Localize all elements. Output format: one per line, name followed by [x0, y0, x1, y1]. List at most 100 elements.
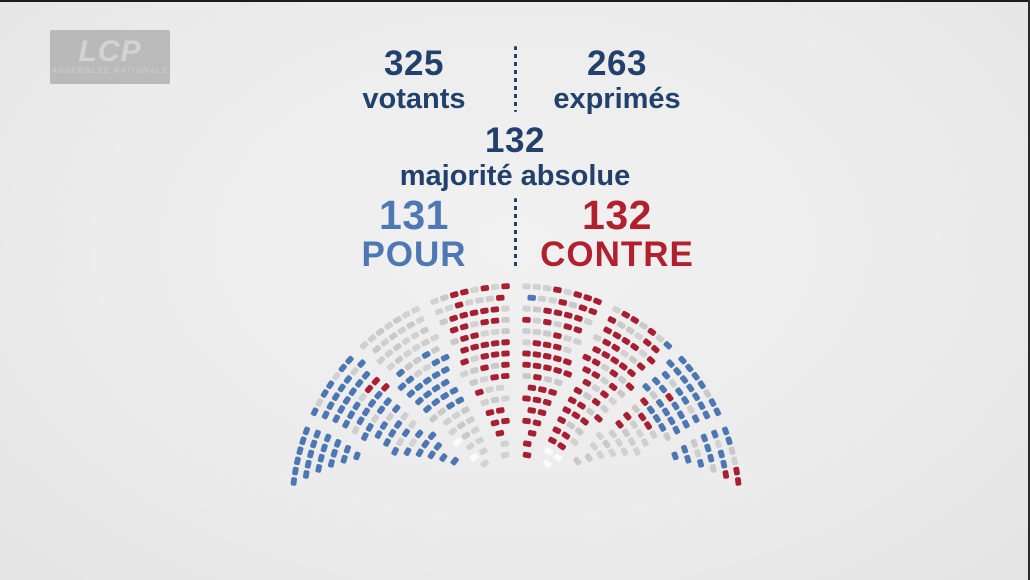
seat-contre: [532, 340, 542, 347]
seat-gray: [459, 370, 469, 378]
seat-pour: [440, 353, 450, 362]
seat-contre: [533, 374, 542, 381]
seat-pour: [361, 371, 371, 380]
seat-contre: [553, 309, 563, 317]
pour-value: 131: [379, 192, 449, 238]
seat-contre: [627, 368, 636, 378]
seat-contre: [542, 398, 552, 406]
seat-gray: [396, 437, 405, 447]
seat-gray: [351, 425, 360, 435]
seat-gray: [413, 369, 423, 378]
seat-contre: [459, 288, 469, 296]
seat-gray: [429, 414, 438, 423]
seat-gray: [620, 349, 629, 358]
seat-contre: [553, 355, 562, 363]
seat-contre: [552, 426, 562, 435]
majorite-value: 132: [485, 121, 545, 160]
seat-pour: [392, 404, 401, 413]
seat-pour: [673, 367, 682, 376]
seat-pour: [450, 456, 459, 466]
seat-gray: [392, 316, 402, 324]
seat-pour: [397, 382, 407, 391]
seat-pour: [684, 454, 692, 464]
seat-gray: [404, 362, 414, 371]
seat-gray: [522, 372, 531, 380]
seat-contre: [501, 372, 510, 380]
seat-contre: [501, 283, 510, 290]
seat-gray: [649, 390, 658, 400]
seat-gray: [358, 392, 367, 402]
seat-contre: [594, 414, 603, 423]
seat-contre: [449, 291, 459, 299]
seat-contre: [501, 339, 510, 346]
lcp-logo-subtitle: ASSEMBLEE NATIONALE: [51, 66, 169, 75]
seat-gray: [490, 396, 500, 404]
seat-pour: [439, 453, 448, 462]
seat-gray: [616, 389, 626, 398]
seat-gray: [469, 378, 479, 386]
seat-contre: [490, 340, 500, 347]
seat-pour: [646, 405, 655, 415]
seat-gray: [655, 334, 665, 343]
seat-pour: [658, 384, 668, 394]
seat-gray: [400, 411, 409, 421]
seat-contre: [532, 362, 542, 370]
seat-pour: [310, 439, 318, 449]
seat-gray: [639, 321, 648, 330]
seat-pour: [433, 442, 442, 451]
seat-contre: [582, 378, 592, 387]
video-top-edge: [0, 0, 1030, 2]
seat-gray: [627, 437, 636, 447]
seat-contre: [552, 343, 562, 351]
seat-contre: [625, 382, 635, 391]
seat-pour: [304, 459, 312, 469]
seat-contre: [548, 436, 557, 445]
seat-pour: [440, 378, 450, 387]
seat-pour: [681, 396, 690, 405]
seat-pour: [394, 420, 403, 429]
seat-gray: [460, 406, 470, 414]
seat-contre: [612, 331, 622, 340]
seat-gray: [633, 446, 641, 456]
seat-empty: [469, 453, 479, 462]
seat-pour: [334, 438, 342, 448]
seat-pour: [388, 428, 397, 438]
seat-gray: [566, 421, 576, 430]
seat-gray: [731, 456, 738, 466]
seat-gray: [563, 346, 572, 354]
seat-contre: [454, 301, 464, 309]
seat-gray: [592, 334, 602, 342]
seat-pour: [362, 407, 370, 417]
seat-gray: [444, 304, 454, 312]
seat-pour: [422, 376, 432, 385]
seat-gray: [563, 334, 572, 342]
seat-gray: [573, 338, 582, 346]
seat-pour: [667, 416, 676, 426]
seat-gray: [532, 283, 542, 291]
seat-pour: [700, 433, 708, 443]
seat-contre: [490, 351, 500, 358]
seat-gray: [480, 330, 490, 337]
seat-contre: [480, 307, 489, 315]
seat-gray: [332, 371, 341, 381]
seat-contre: [543, 318, 552, 326]
seat-pour: [367, 399, 377, 408]
seat-contre: [532, 419, 542, 427]
seat-gray: [625, 326, 635, 335]
seat-pour: [651, 376, 661, 386]
seat-gray: [553, 320, 562, 328]
seat-gray: [490, 283, 500, 291]
seat-contre: [522, 361, 531, 368]
seat-contre: [460, 346, 469, 354]
seat-gray: [694, 448, 702, 458]
seat-contre: [557, 442, 566, 451]
seat-contre: [608, 382, 618, 391]
seat-contre: [591, 358, 601, 367]
seat-contre: [588, 307, 598, 316]
pour-label: POUR: [361, 235, 467, 274]
seat-gray: [434, 307, 444, 316]
seat-pour: [658, 423, 667, 432]
seat-contre: [630, 316, 640, 324]
seat-contre: [495, 407, 505, 414]
seat-gray: [703, 389, 712, 398]
